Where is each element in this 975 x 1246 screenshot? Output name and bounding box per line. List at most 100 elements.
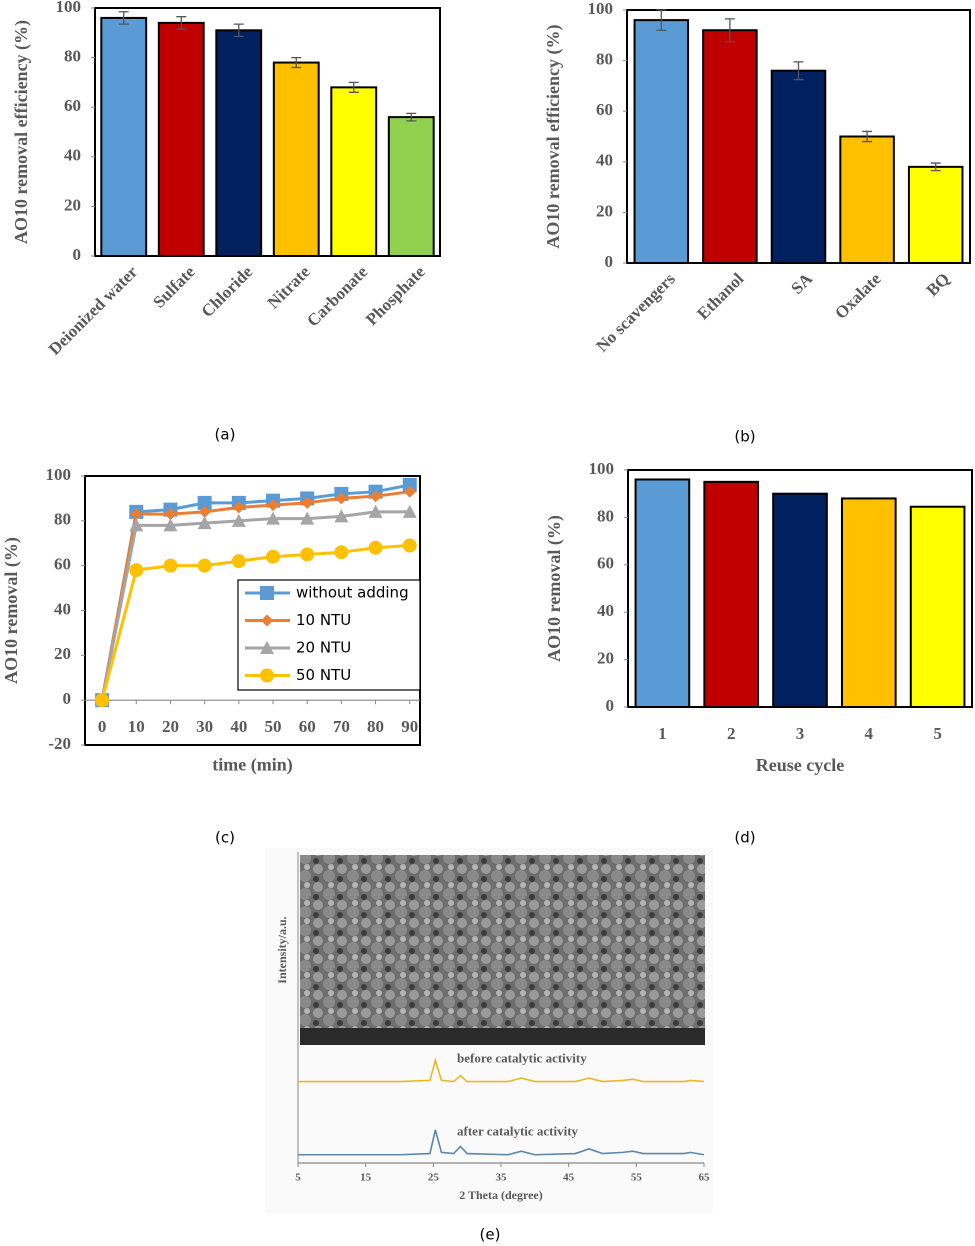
bar bbox=[702, 29, 758, 264]
marker bbox=[197, 516, 212, 530]
x-tick-label: 65 bbox=[699, 1172, 711, 1184]
y-tick-label: 60 bbox=[64, 96, 81, 115]
y-axis-label: AO10 removal (%) bbox=[1, 537, 22, 684]
series-line bbox=[298, 1057, 705, 1083]
plot-frame bbox=[94, 7, 441, 257]
y-tick-label: 20 bbox=[54, 644, 71, 663]
x-tick-label: 70 bbox=[333, 717, 350, 736]
error-bar bbox=[176, 16, 187, 30]
x-tick-label: 90 bbox=[401, 717, 418, 736]
error-bar bbox=[233, 23, 244, 38]
x-tick-label: BQ bbox=[922, 269, 953, 300]
y-tick-label: -20 bbox=[48, 734, 71, 753]
x-tick-label: 25 bbox=[428, 1172, 440, 1184]
x-axis-label: Reuse cycle bbox=[756, 755, 844, 775]
marker bbox=[368, 504, 383, 518]
y-tick-label: 100 bbox=[589, 459, 615, 478]
bar bbox=[387, 116, 435, 258]
x-tick-label: Chloride bbox=[197, 262, 256, 321]
marker bbox=[163, 558, 178, 573]
x-tick-label: 55 bbox=[631, 1172, 643, 1184]
bar bbox=[634, 478, 691, 709]
y-tick-label: 0 bbox=[605, 252, 614, 271]
error-bar bbox=[118, 11, 129, 25]
legend-marker bbox=[260, 641, 274, 654]
sem-image bbox=[300, 855, 705, 1045]
caption: (b) bbox=[734, 428, 755, 446]
marker bbox=[232, 501, 245, 514]
bar bbox=[907, 165, 964, 264]
legend-label: 50 NTU bbox=[296, 666, 351, 684]
x-tick-label: 30 bbox=[196, 717, 213, 736]
caption: (e) bbox=[480, 1226, 501, 1244]
marker bbox=[301, 496, 314, 509]
x-tick-label: 0 bbox=[98, 717, 107, 736]
y-tick-label: 40 bbox=[64, 146, 81, 165]
marker bbox=[129, 518, 144, 532]
error-bar bbox=[793, 61, 804, 81]
y-tick-label: 60 bbox=[596, 100, 613, 119]
bar bbox=[215, 29, 263, 257]
series-line bbox=[100, 490, 410, 701]
legend-label: without adding bbox=[296, 584, 409, 602]
y-tick-label: 40 bbox=[54, 599, 71, 618]
marker bbox=[300, 547, 315, 562]
x-tick-label: Sulfate bbox=[149, 262, 199, 312]
series-line bbox=[100, 510, 410, 701]
marker bbox=[335, 492, 348, 505]
y-axis-label: Intensity/a.u. bbox=[275, 916, 289, 983]
x-tick-label: 5 bbox=[933, 724, 942, 743]
series-line bbox=[298, 1129, 705, 1156]
x-tick-label: 1 bbox=[658, 724, 667, 743]
y-axis-label: AO10 removal efficiency (%) bbox=[11, 20, 32, 244]
x-tick-label: 80 bbox=[367, 717, 384, 736]
marker bbox=[231, 554, 246, 569]
x-tick-label: 20 bbox=[162, 717, 179, 736]
caption: (a) bbox=[215, 426, 236, 444]
bar bbox=[772, 492, 828, 709]
marker bbox=[266, 511, 281, 525]
marker bbox=[164, 508, 177, 521]
series-line bbox=[100, 483, 411, 701]
marker bbox=[368, 540, 383, 555]
marker bbox=[197, 495, 212, 510]
legend-marker bbox=[260, 668, 274, 683]
y-axis-label: AO10 removal efficiency (%) bbox=[543, 24, 564, 248]
x-tick-label: 10 bbox=[128, 717, 145, 736]
y-tick-label: 100 bbox=[46, 465, 72, 484]
y-tick-label: 20 bbox=[597, 649, 614, 668]
x-tick-label: Oxalate bbox=[831, 269, 885, 323]
error-bar bbox=[291, 56, 302, 69]
marker bbox=[369, 490, 382, 503]
marker bbox=[403, 485, 416, 498]
y-tick-label: 80 bbox=[64, 47, 81, 66]
x-tick-label: 2 bbox=[727, 724, 736, 743]
y-tick-label: 20 bbox=[596, 201, 613, 220]
x-tick-label: Phosphate bbox=[362, 262, 429, 329]
y-tick-label: 0 bbox=[73, 245, 82, 264]
legend-marker bbox=[260, 586, 274, 600]
y-tick-label: 100 bbox=[56, 0, 82, 16]
marker bbox=[267, 499, 280, 512]
x-tick-label: SA bbox=[787, 269, 816, 298]
x-tick-label: 60 bbox=[299, 717, 316, 736]
error-bar bbox=[862, 130, 873, 143]
bar bbox=[100, 16, 148, 258]
error-bar bbox=[656, 9, 667, 31]
marker bbox=[300, 511, 315, 525]
bar bbox=[157, 21, 205, 257]
bar bbox=[703, 480, 760, 708]
marker bbox=[266, 549, 281, 564]
marker bbox=[163, 518, 178, 532]
y-tick-label: 60 bbox=[597, 554, 614, 573]
x-tick-label: 35 bbox=[496, 1172, 508, 1184]
bar bbox=[272, 61, 320, 258]
bar bbox=[909, 505, 966, 708]
marker bbox=[130, 508, 143, 521]
y-tick-label: 60 bbox=[54, 555, 71, 574]
x-axis-label: time (min) bbox=[212, 754, 292, 775]
x-tick-label: 3 bbox=[796, 724, 805, 743]
x-axis-label: 2 Theta (degree) bbox=[459, 1188, 543, 1202]
bar bbox=[770, 69, 827, 264]
y-tick-label: 0 bbox=[606, 696, 615, 715]
